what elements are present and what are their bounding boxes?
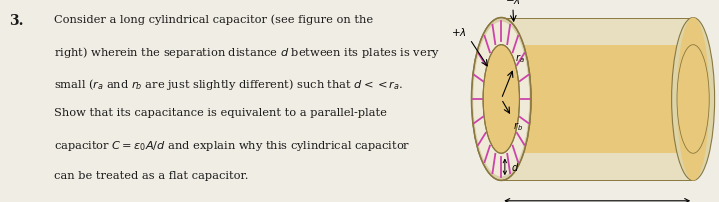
Text: Show that its capacitance is equivalent to a parallel-plate: Show that its capacitance is equivalent … bbox=[54, 108, 387, 118]
Text: Consider a long cylindrical capacitor (see figure on the: Consider a long cylindrical capacitor (s… bbox=[54, 14, 373, 25]
Text: $d$: $d$ bbox=[511, 161, 520, 173]
Ellipse shape bbox=[672, 18, 715, 180]
Ellipse shape bbox=[472, 18, 531, 180]
Ellipse shape bbox=[473, 22, 529, 176]
Text: 3.: 3. bbox=[9, 14, 24, 28]
Text: $-\lambda$: $-\lambda$ bbox=[505, 0, 521, 6]
Text: right) wherein the separation distance $d$ between its plates is very: right) wherein the separation distance $… bbox=[54, 45, 440, 60]
Text: $r_a$: $r_a$ bbox=[516, 52, 525, 65]
Polygon shape bbox=[501, 18, 693, 180]
Ellipse shape bbox=[677, 18, 709, 180]
Text: can be treated as a flat capacitor.: can be treated as a flat capacitor. bbox=[54, 171, 249, 181]
Text: $+\lambda$: $+\lambda$ bbox=[451, 26, 467, 38]
Text: capacitor $C = \varepsilon_0 A/d$ and explain why this cylindrical capacitor: capacitor $C = \varepsilon_0 A/d$ and ex… bbox=[54, 139, 411, 153]
Text: small ($r_a$ and $r_b$ are just slightly different) such that $d << r_a$.: small ($r_a$ and $r_b$ are just slightly… bbox=[54, 77, 403, 92]
Text: $r_b$: $r_b$ bbox=[513, 120, 523, 133]
Polygon shape bbox=[501, 45, 693, 153]
Ellipse shape bbox=[483, 45, 519, 153]
